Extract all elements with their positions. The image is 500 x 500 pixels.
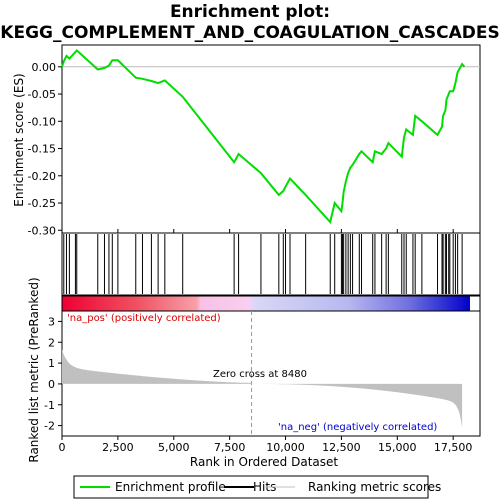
es-y-tick-label: -0.15 bbox=[28, 143, 56, 156]
negative-correlation-label: 'na_neg' (negatively correlated) bbox=[278, 422, 437, 433]
metric-x-ticks: 0 2,500 5,000 7,500 10,000 12,500 15,000 17,500 bbox=[59, 436, 473, 454]
es-y-ticks: 0.00 -0.05 -0.10 -0.15 -0.20 -0.25 -0.30 bbox=[28, 61, 62, 237]
metric-y-tick-label: -2 bbox=[44, 420, 55, 433]
metric-x-tick-label: 2,500 bbox=[102, 441, 134, 454]
metric-y-tick-label: 2 bbox=[48, 336, 55, 349]
legend: Enrichment profile Hits Ranking metric s… bbox=[73, 475, 441, 499]
es-y-tick-label: -0.30 bbox=[28, 224, 56, 237]
ranking-metric-area bbox=[62, 349, 463, 428]
legend-es-label: Enrichment profile bbox=[115, 480, 226, 494]
metric-y-tick-label: 0 bbox=[48, 378, 55, 391]
metric-y-tick-label: -1 bbox=[44, 399, 55, 412]
es-panel-frame bbox=[61, 44, 481, 234]
metric-x-tick-label: 17,500 bbox=[434, 441, 473, 454]
metric-y-tick-label: 3 bbox=[48, 315, 55, 328]
es-y-tick-label: -0.05 bbox=[28, 88, 56, 101]
es-y-tick-label: 0.00 bbox=[32, 61, 57, 74]
positive-correlation-label: 'na_pos' (positively correlated) bbox=[67, 313, 221, 324]
metric-x-tick-label: 15,000 bbox=[378, 441, 417, 454]
hits-panel bbox=[61, 232, 481, 296]
metric-x-tick-label: 5,000 bbox=[158, 441, 190, 454]
chart-title-line1: Enrichment plot: bbox=[170, 2, 330, 22]
hits-panel-frame bbox=[61, 232, 481, 296]
ranking-color-bar bbox=[61, 295, 481, 312]
legend-hits-label: Hits bbox=[253, 480, 276, 494]
es-y-axis-label: Enrichment score (ES) bbox=[12, 73, 26, 206]
metric-y-tick-label: 1 bbox=[48, 357, 55, 370]
es-y-tick-label: -0.25 bbox=[28, 197, 56, 210]
es-panel: 0.00 -0.05 -0.10 -0.15 -0.20 -0.25 -0.30 bbox=[28, 44, 481, 237]
hit-marks bbox=[63, 234, 463, 294]
metric-x-tick-label: 7,500 bbox=[214, 441, 246, 454]
enrichment-profile-line bbox=[61, 48, 466, 225]
metric-panel: 3 2 1 0 -1 -2 0 2,500 5,000 7,500 10,000 12,500 15,… bbox=[44, 310, 481, 454]
ranking-color-bar-fill bbox=[62, 296, 470, 311]
metric-x-tick-label: 0 bbox=[59, 441, 66, 454]
es-y-tick-label: -0.10 bbox=[28, 115, 56, 128]
x-axis-label: Rank in Ordered Dataset bbox=[190, 455, 338, 469]
es-y-tick-label: -0.20 bbox=[28, 170, 56, 183]
metric-y-ticks: 3 2 1 0 -1 -2 bbox=[44, 315, 62, 433]
es-x-ticks bbox=[61, 229, 454, 233]
zero-cross-label: Zero cross at 8480 bbox=[213, 369, 307, 380]
metric-panel-frame bbox=[61, 310, 481, 437]
chart-title-line2: KEGG_COMPLEMENT_AND_COAGULATION_CASCADES bbox=[0, 23, 499, 43]
metric-x-tick-label: 12,500 bbox=[322, 441, 361, 454]
legend-metric-label: Ranking metric scores bbox=[308, 480, 441, 494]
metric-x-tick-label: 10,000 bbox=[266, 441, 305, 454]
metric-y-axis-label: Ranked list metric (PreRanked) bbox=[27, 277, 41, 462]
